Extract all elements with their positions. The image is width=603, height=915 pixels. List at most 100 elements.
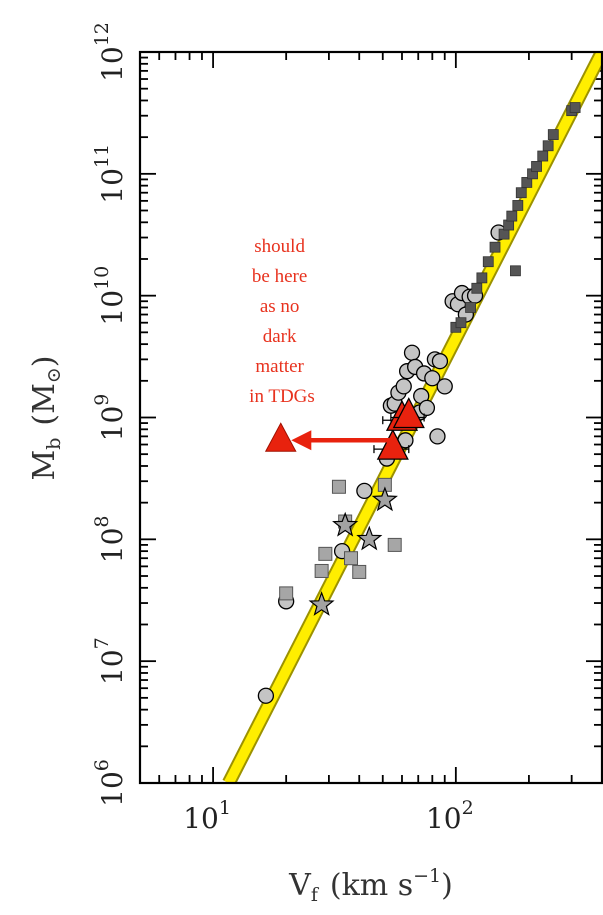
y-axis-title-sub: b bbox=[43, 438, 65, 450]
annotation-text: should be here as no dark matter in TDGs bbox=[249, 236, 315, 407]
annotation-line: should bbox=[254, 236, 305, 257]
square-point bbox=[387, 537, 402, 552]
expected-position-triangle bbox=[264, 422, 297, 452]
x-tick-base: 10 bbox=[426, 802, 462, 835]
y-tick-text: 1011 bbox=[91, 144, 129, 204]
x-axis-title: Vf (km s−1) bbox=[288, 865, 453, 906]
circle-point bbox=[395, 378, 412, 395]
y-tick-label: 1012 bbox=[91, 22, 129, 82]
dark-square-point bbox=[547, 129, 559, 140]
dark-square-point bbox=[521, 177, 533, 188]
circle-point bbox=[403, 344, 421, 361]
dark-square-point bbox=[537, 150, 549, 162]
dark-square-point bbox=[531, 161, 542, 172]
annotation-group bbox=[264, 422, 397, 452]
square-point bbox=[314, 563, 329, 578]
y-tick-base: 10 bbox=[96, 168, 129, 204]
y-axis-title: Mb (M⊙) bbox=[27, 356, 65, 481]
y-tick-base: 10 bbox=[96, 46, 129, 82]
dark-square-point bbox=[506, 210, 518, 222]
dark-square-point bbox=[465, 302, 476, 313]
x-tick-exponent: 1 bbox=[219, 797, 231, 819]
dark-square-point bbox=[510, 265, 521, 277]
annotation-line: in TDGs bbox=[249, 386, 315, 407]
y-tick-exponent: 8 bbox=[91, 515, 113, 527]
y-tick-base: 10 bbox=[96, 771, 129, 807]
y-axis-title-units: (M bbox=[27, 383, 62, 425]
y-tick-exponent: 12 bbox=[91, 22, 113, 46]
data-points bbox=[257, 102, 581, 704]
y-tick-label: 1010 bbox=[91, 266, 129, 326]
circle-point bbox=[424, 370, 441, 387]
dark-square-point bbox=[498, 228, 510, 240]
y-tick-label: 1011 bbox=[91, 144, 129, 204]
annotation-line: as no bbox=[260, 296, 300, 317]
y-tick-text: 107 bbox=[91, 637, 129, 685]
square-point bbox=[352, 564, 367, 579]
y-tick-text: 1012 bbox=[91, 22, 129, 82]
y-axis-title-main: M bbox=[27, 450, 62, 481]
y-tick-label: 106 bbox=[91, 759, 129, 807]
x-axis-title-main: V bbox=[288, 868, 312, 903]
x-axis-title-close: ) bbox=[441, 868, 453, 903]
annotation-line: be here bbox=[252, 266, 307, 287]
x-axis-title-sub: f bbox=[311, 884, 320, 906]
dark-square-point bbox=[542, 140, 554, 152]
annotation-line: dark bbox=[263, 326, 297, 347]
circle-point bbox=[429, 428, 446, 445]
y-tick-exponent: 10 bbox=[91, 266, 113, 290]
plot-frame bbox=[138, 50, 603, 785]
y-tick-text: 106 bbox=[91, 759, 129, 807]
annotation-line: matter bbox=[255, 356, 304, 377]
y-tick-base: 10 bbox=[96, 406, 129, 442]
y-tick-label: 109 bbox=[91, 394, 129, 442]
dark-square-point bbox=[512, 200, 524, 211]
dark-square-point bbox=[455, 317, 467, 329]
y-tick-text: 1010 bbox=[91, 266, 129, 326]
tdg-triangle-point bbox=[392, 397, 425, 429]
star-point bbox=[371, 486, 398, 512]
x-tick-label: 102 bbox=[426, 797, 474, 835]
tdg-triangle-point bbox=[376, 428, 409, 460]
circle-point bbox=[257, 687, 275, 704]
circle-point bbox=[436, 378, 453, 395]
y-tick-text: 108 bbox=[91, 515, 129, 563]
dark-square-point bbox=[476, 272, 488, 284]
x-tick-base: 10 bbox=[183, 802, 219, 835]
square-point bbox=[318, 546, 333, 561]
x-axis-title-units: (km s bbox=[330, 868, 413, 903]
y-tick-base: 10 bbox=[96, 528, 129, 564]
dark-square-point bbox=[503, 219, 515, 231]
y-tick-base: 10 bbox=[96, 649, 129, 685]
x-axis-title-sup: −1 bbox=[413, 865, 441, 887]
circle-point bbox=[431, 353, 449, 370]
y-tick-exponent: 9 bbox=[91, 394, 113, 406]
dark-square-point bbox=[489, 241, 501, 253]
y-tick-exponent: 11 bbox=[91, 144, 113, 168]
x-tick-exponent: 2 bbox=[462, 797, 474, 819]
square-point bbox=[279, 586, 294, 601]
y-axis-title-close: ) bbox=[27, 356, 62, 368]
y-tick-exponent: 7 bbox=[91, 637, 113, 649]
y-tick-exponent: 6 bbox=[91, 759, 113, 771]
square-point bbox=[344, 551, 359, 566]
y-tick-label: 107 bbox=[91, 637, 129, 685]
circle-point bbox=[356, 482, 373, 500]
star-point bbox=[356, 525, 383, 551]
square-point bbox=[331, 479, 346, 494]
y-axis-title-sun: ⊙ bbox=[43, 367, 65, 383]
star-point bbox=[332, 511, 359, 537]
dark-square-point bbox=[515, 187, 527, 199]
star-point bbox=[308, 591, 335, 616]
circle-point bbox=[418, 399, 436, 417]
dark-square-point bbox=[471, 282, 483, 294]
dark-square-point bbox=[569, 102, 581, 113]
y-tick-text: 109 bbox=[91, 394, 129, 442]
y-tick-label: 108 bbox=[91, 515, 129, 563]
annotation-arrow-head bbox=[291, 430, 312, 451]
y-tick-base: 10 bbox=[96, 290, 129, 326]
dark-square-point bbox=[482, 256, 494, 268]
x-tick-label: 101 bbox=[183, 797, 231, 835]
